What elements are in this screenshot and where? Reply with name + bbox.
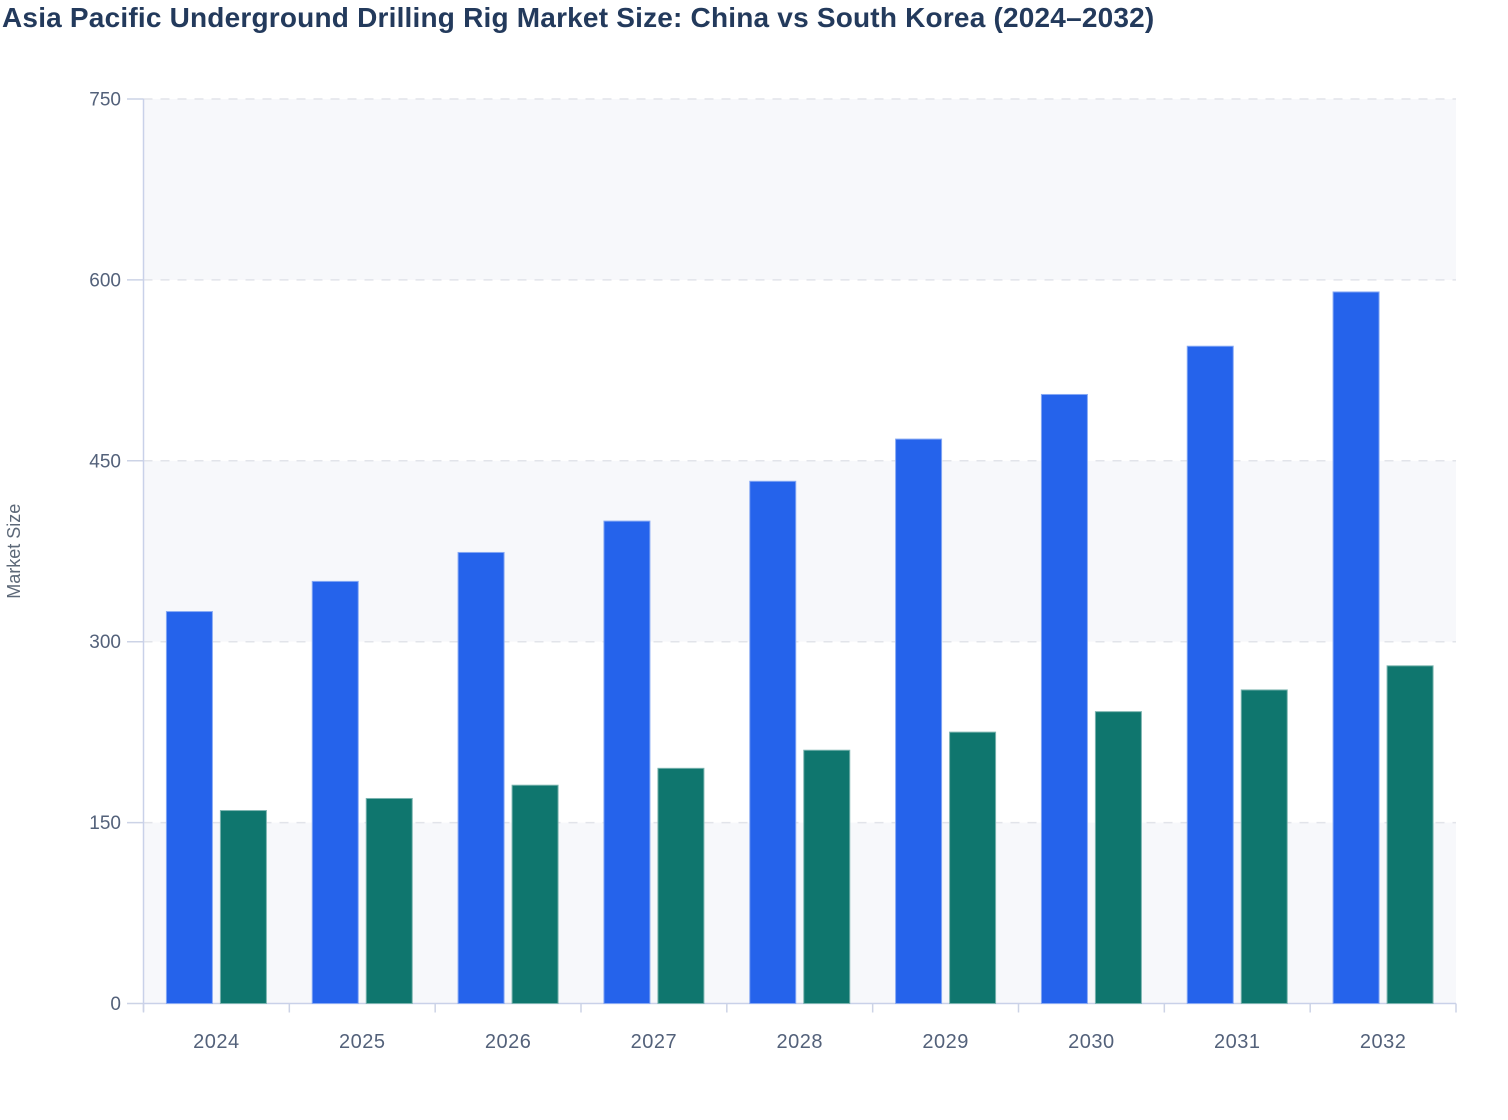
- x-tick-label: 2030: [1068, 1031, 1115, 1053]
- bar-china-2029[interactable]: [895, 438, 943, 1005]
- x-tick-label: 2024: [193, 1031, 240, 1053]
- y-axis-title: Market Size: [4, 504, 24, 599]
- bar-south-korea-2024[interactable]: [219, 810, 267, 1004]
- chart-title: Asia Pacific Underground Drilling Rig Ma…: [2, 2, 1155, 33]
- x-tick-label: 2027: [631, 1031, 678, 1053]
- y-tick-label: 0: [110, 994, 121, 1015]
- bar-south-korea-2031[interactable]: [1240, 689, 1288, 1004]
- x-tick-label: 2032: [1360, 1031, 1407, 1053]
- bar-south-korea-2026[interactable]: [511, 784, 559, 1004]
- bar-south-korea-2029[interactable]: [949, 731, 997, 1005]
- bar-china-2032[interactable]: [1332, 291, 1380, 1004]
- y-tick-label: 450: [89, 451, 121, 472]
- bar-south-korea-2028[interactable]: [803, 749, 851, 1004]
- x-tick-label: 2028: [777, 1031, 824, 1053]
- bar-china-2025[interactable]: [311, 580, 359, 1005]
- y-tick-label: 150: [89, 813, 121, 834]
- bar-china-2027[interactable]: [603, 520, 651, 1004]
- bar-china-2028[interactable]: [749, 480, 797, 1004]
- grid-band: [143, 99, 1456, 280]
- x-tick-label: 2025: [339, 1031, 386, 1053]
- bar-china-2024[interactable]: [165, 611, 213, 1004]
- grid-band: [143, 822, 1456, 1004]
- bar-south-korea-2027[interactable]: [657, 767, 705, 1005]
- x-tick-label: 2031: [1214, 1031, 1261, 1053]
- bar-china-2030[interactable]: [1040, 393, 1088, 1005]
- x-tick-label: 2029: [922, 1031, 969, 1053]
- x-tick-label: 2026: [485, 1031, 532, 1053]
- bar-south-korea-2032[interactable]: [1386, 665, 1434, 1004]
- y-tick-label: 600: [89, 270, 121, 291]
- grid-band: [143, 460, 1456, 642]
- bar-south-korea-2030[interactable]: [1094, 711, 1142, 1004]
- bar-south-korea-2025[interactable]: [365, 797, 413, 1004]
- bar-china-2031[interactable]: [1186, 345, 1234, 1005]
- bar-china-2026[interactable]: [457, 551, 505, 1004]
- y-tick-label: 300: [89, 632, 121, 653]
- y-tick-label: 750: [89, 90, 121, 111]
